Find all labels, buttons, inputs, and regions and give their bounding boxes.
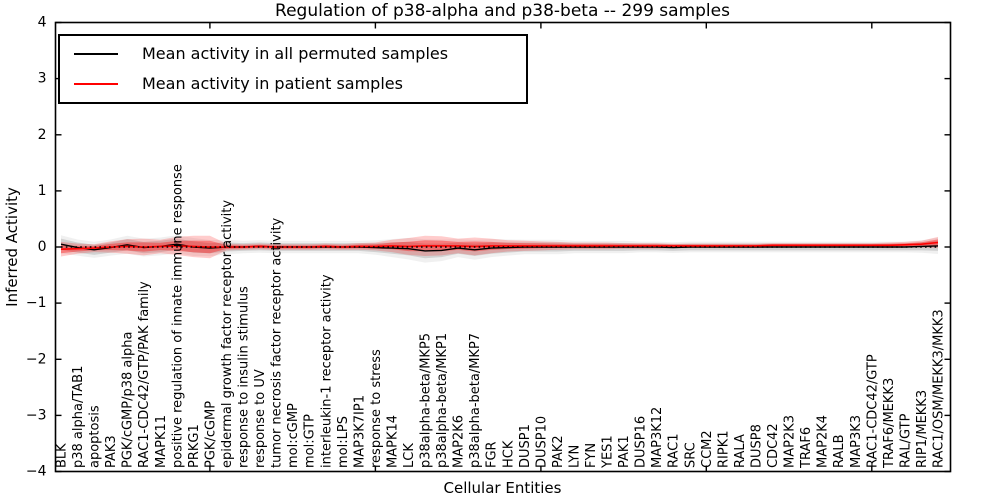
x-category-label: HCK	[501, 440, 516, 468]
x-category-label: mol:GTP	[303, 414, 318, 468]
x-category-label: positive regulation of innate immune res…	[170, 164, 185, 468]
x-category-label: RALA	[733, 434, 748, 468]
x-category-label: FGR	[485, 441, 500, 468]
x-category-label: RAL/GTP	[898, 413, 913, 468]
permuted-line-sample	[74, 53, 118, 55]
x-category-label: RALB	[832, 434, 847, 468]
x-category-label: PAK3	[104, 435, 119, 468]
x-category-label: PGK/cGMP	[203, 401, 218, 468]
permuted-band-outer	[61, 235, 938, 263]
x-category-label: MAP2K3	[783, 415, 798, 468]
x-category-label: TRAF6/MEKK3	[882, 378, 897, 469]
y-tick-label: 1	[38, 183, 47, 199]
x-category-label: RAC1/OSM/MEKK3/MKK3	[932, 309, 947, 468]
x-category-label: response to UV	[253, 369, 268, 468]
x-category-label: DUSP10	[534, 416, 549, 468]
x-category-label: PRKG1	[187, 424, 202, 468]
x-category-label: RAC1	[667, 433, 682, 468]
x-category-label: MAP3K12	[650, 407, 665, 468]
x-category-label: BLK	[55, 443, 70, 468]
patient-line-sample	[74, 83, 118, 85]
legend-item-patient: Mean activity in patient samples	[74, 70, 522, 98]
legend-label: Mean activity in all permuted samples	[142, 44, 449, 63]
x-category-label: epidermal growth factor receptor activit…	[220, 200, 235, 468]
x-category-label: p38 alpha/TAB1	[71, 366, 86, 468]
x-category-label: MAP2K4	[816, 415, 831, 468]
y-tick-label: 4	[38, 15, 47, 31]
x-category-label: RIPK1	[716, 430, 731, 468]
x-category-label: DUSP8	[750, 424, 765, 468]
legend-item-permuted: Mean activity in all permuted samples	[74, 40, 522, 68]
x-category-label: MAP2K6	[452, 415, 467, 468]
y-tick-label: 3	[38, 71, 47, 87]
x-axis-label: Cellular Entities	[443, 479, 562, 497]
x-category-label: response to insulin stimulus	[237, 286, 252, 468]
x-category-label: MAP3K3	[849, 415, 864, 468]
x-category-label: CCM2	[700, 430, 715, 468]
y-tick-label: −1	[26, 295, 47, 311]
x-category-label: DUSP1	[518, 424, 533, 468]
x-category-label: mol:cGMP	[286, 403, 301, 468]
x-category-label: MAP3K7IP1	[352, 395, 367, 468]
x-category-label: LYN	[568, 445, 583, 468]
x-category-label: DUSP16	[634, 416, 649, 468]
y-tick-label: −2	[26, 351, 47, 367]
y-tick-label: 2	[38, 127, 47, 143]
x-category-label: response to stress	[369, 349, 384, 468]
x-category-label: tumor necrosis factor receptor activity	[270, 217, 285, 468]
legend: Mean activity in all permuted samples Me…	[58, 34, 528, 104]
x-category-label: interleukin-1 receptor activity	[319, 274, 334, 468]
x-category-label: LCK	[402, 443, 417, 468]
patient-mean-line	[60, 241, 939, 250]
x-category-label: CDC42	[766, 423, 781, 468]
x-category-label: PAK2	[551, 435, 566, 468]
chart-title: Regulation of p38-alpha and p38-beta -- …	[275, 1, 730, 21]
x-category-label: MAPK11	[154, 415, 169, 468]
y-tick-label: 0	[38, 239, 47, 255]
x-category-label: p38alpha-beta/MKP1	[435, 333, 450, 468]
x-category-label: FYN	[584, 443, 599, 468]
legend-label: Mean activity in patient samples	[142, 74, 403, 93]
y-tick-label: −3	[26, 407, 47, 423]
x-category-label: PAK1	[617, 435, 632, 468]
patient-band	[61, 235, 938, 259]
x-category-label: mol:LPS	[336, 416, 351, 468]
x-category-label: TRAF6	[799, 427, 814, 469]
x-category-label: RAC1-CDC42/GTP	[865, 354, 880, 468]
x-category-label: MAPK14	[385, 415, 400, 468]
x-category-label: p38alpha-beta/MKP5	[419, 333, 434, 468]
x-category-label: RAC1-CDC42/GTP/PAK family	[137, 281, 152, 468]
x-category-label: SRC	[683, 442, 698, 468]
x-category-label: apoptosis	[88, 405, 103, 468]
x-category-label: RIP1/MEKK3	[915, 390, 930, 468]
x-category-label: YES1	[601, 435, 616, 469]
x-category-label: p38alpha-beta/MKP7	[468, 333, 483, 468]
x-category-label: PGK/cGMP/p38 alpha	[121, 332, 136, 468]
y-tick-label: −4	[26, 464, 47, 480]
